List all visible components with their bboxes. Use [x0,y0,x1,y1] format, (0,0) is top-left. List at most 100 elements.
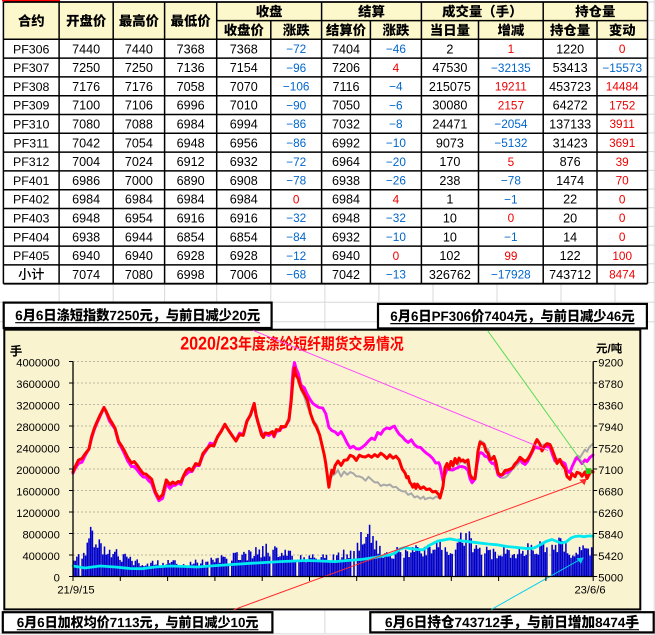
svg-text:21/9/15: 21/9/15 [57,585,94,597]
svg-text:99: 99 [504,249,517,263]
svg-text:9073: 9073 [436,136,464,150]
svg-text:7100: 7100 [72,99,100,113]
svg-text:3200000: 3200000 [16,400,60,412]
svg-text:6854: 6854 [230,230,258,244]
svg-text:7024: 7024 [125,155,153,169]
svg-text:−4: −4 [389,80,403,94]
svg-text:PF306: PF306 [13,42,50,56]
svg-text:14484: 14484 [606,80,639,94]
svg-text:PF402: PF402 [13,193,50,207]
svg-text:−1: −1 [504,192,517,206]
svg-text:2: 2 [446,42,453,56]
svg-text:2157: 2157 [498,98,524,112]
svg-text:−32: −32 [386,211,406,225]
svg-text:1: 1 [508,42,515,56]
svg-text:137133: 137133 [549,118,591,132]
svg-text:−32: −32 [286,211,306,225]
svg-text:7404: 7404 [332,42,360,56]
svg-text:6932: 6932 [230,155,258,169]
svg-text:PF310: PF310 [13,118,50,132]
svg-text:6984: 6984 [332,193,360,207]
svg-text:7368: 7368 [177,42,205,56]
svg-text:7042: 7042 [72,136,100,150]
svg-text:215075: 215075 [429,80,471,94]
svg-text:6984: 6984 [230,193,258,207]
svg-text:6986: 6986 [72,174,100,188]
svg-text:22: 22 [563,193,577,207]
svg-text:170: 170 [439,155,460,169]
svg-text:876: 876 [560,155,581,169]
svg-text:7250: 7250 [72,61,100,75]
svg-text:7054: 7054 [125,136,153,150]
svg-text:PF405: PF405 [13,249,50,263]
svg-text:2800000: 2800000 [16,422,60,434]
svg-text:6996: 6996 [177,99,205,113]
svg-text:6260: 6260 [598,508,623,520]
svg-text:0: 0 [619,42,626,56]
svg-text:30080: 30080 [432,99,467,113]
svg-text:7106: 7106 [125,99,153,113]
svg-text:6940: 6940 [125,249,153,263]
svg-text:8780: 8780 [598,379,623,391]
svg-text:−5132: −5132 [494,136,527,150]
svg-text:6940: 6940 [332,249,360,263]
svg-text:6956: 6956 [230,136,258,150]
svg-text:7074: 7074 [72,268,100,282]
svg-text:7032: 7032 [332,118,360,132]
svg-text:7050: 7050 [332,99,360,113]
svg-text:−72: −72 [286,155,306,169]
svg-text:6854: 6854 [177,230,205,244]
svg-text:1200000: 1200000 [16,508,60,520]
svg-text:6948: 6948 [177,136,205,150]
svg-text:6928: 6928 [230,249,258,263]
svg-text:7136: 7136 [177,61,205,75]
svg-text:−2054: −2054 [494,117,528,131]
svg-text:7004: 7004 [72,155,100,169]
svg-text:6938: 6938 [72,230,100,244]
svg-text:7042: 7042 [332,268,360,282]
svg-text:7010: 7010 [230,99,258,113]
svg-text:7206: 7206 [332,61,360,75]
svg-text:1474: 1474 [556,174,584,188]
svg-text:6984: 6984 [177,193,205,207]
svg-text:3691: 3691 [609,136,635,150]
svg-text:−46: −46 [386,42,406,56]
svg-text:0: 0 [619,230,626,244]
svg-text:6994: 6994 [230,118,258,132]
svg-text:2400000: 2400000 [16,443,60,455]
svg-text:19211: 19211 [495,80,527,94]
svg-text:−90: −90 [286,98,306,112]
svg-text:6916: 6916 [177,212,205,226]
svg-text:−1: −1 [504,230,517,244]
svg-text:−32135: −32135 [491,61,531,75]
svg-text:7154: 7154 [230,61,258,75]
svg-text:6916: 6916 [230,212,258,226]
svg-text:0: 0 [393,249,400,263]
svg-text:0: 0 [54,572,60,584]
svg-text:6908: 6908 [230,174,258,188]
svg-text:−26: −26 [386,174,406,188]
svg-text:−15573: −15573 [602,61,642,75]
svg-text:6984: 6984 [177,118,205,132]
svg-text:400000: 400000 [22,551,59,563]
svg-text:326762: 326762 [429,268,471,282]
svg-text:6940: 6940 [72,249,100,263]
svg-text:53413: 53413 [553,61,588,75]
svg-text:100: 100 [612,249,632,263]
svg-text:9200: 9200 [598,357,623,369]
svg-text:6984: 6984 [125,193,153,207]
svg-text:7368: 7368 [230,42,258,56]
svg-text:6992: 6992 [332,136,360,150]
svg-text:24471: 24471 [432,118,467,132]
svg-text:6984: 6984 [72,193,100,207]
svg-text:−96: −96 [286,61,306,75]
svg-text:−84: −84 [286,230,306,244]
svg-text:6938: 6938 [332,174,360,188]
svg-text:7070: 7070 [230,80,258,94]
svg-text:PF308: PF308 [13,80,50,94]
svg-text:3600000: 3600000 [16,379,60,391]
svg-text:31423: 31423 [553,136,588,150]
svg-text:7100: 7100 [598,465,623,477]
svg-text:7080: 7080 [72,118,100,132]
svg-text:−86: −86 [286,117,306,131]
